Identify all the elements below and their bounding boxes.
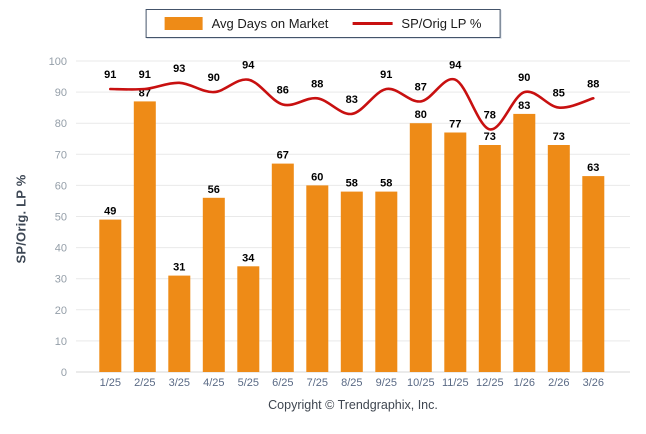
line-value-label: 88 [311, 78, 323, 90]
bar-value-label: 73 [484, 131, 496, 143]
x-tick-label: 3/26 [583, 377, 604, 389]
bar [271, 163, 294, 372]
line-value-label: 83 [346, 94, 358, 106]
y-tick-label: 90 [55, 87, 67, 99]
x-tick-label: 10/25 [407, 377, 435, 389]
legend-label-bar-series: Avg Days on Market [211, 16, 329, 31]
x-tick-label: 2/25 [134, 377, 155, 389]
line-series-marker [352, 22, 393, 25]
line-value-label: 78 [484, 109, 496, 121]
x-tick-label: 9/25 [376, 377, 397, 389]
bar-value-label: 34 [242, 252, 255, 264]
y-tick-label: 40 [55, 243, 67, 255]
sp-orig-lp-line [109, 77, 595, 131]
line-value-label: 88 [587, 78, 599, 90]
y-tick-label: 20 [55, 305, 67, 317]
bar-value-label: 49 [104, 206, 116, 218]
line-value-label: 86 [277, 85, 289, 97]
x-tick-label: 6/25 [272, 377, 293, 389]
bar [202, 197, 225, 372]
x-tick-label: 12/25 [476, 377, 504, 389]
y-tick-label: 50 [55, 212, 67, 224]
y-tick-label: 100 [49, 56, 67, 68]
bar-value-label: 80 [415, 109, 427, 121]
bar [168, 275, 191, 372]
bar [99, 219, 122, 372]
bar [409, 123, 432, 372]
bar-series-swatch [164, 17, 203, 30]
bar [133, 101, 156, 373]
bar-value-label: 83 [518, 100, 530, 112]
bar [306, 185, 329, 372]
bar [582, 176, 605, 372]
line-value-label: 94 [449, 60, 462, 72]
line-value-label: 90 [518, 72, 530, 84]
y-tick-label: 0 [61, 367, 67, 379]
x-tick-label: 3/25 [169, 377, 190, 389]
legend-label-line-series: SP/Orig LP % [401, 16, 482, 31]
bar-value-label: 73 [553, 131, 565, 143]
bar-value-label: 56 [208, 184, 220, 196]
bar-value-label: 77 [449, 119, 461, 131]
bar [237, 266, 260, 372]
x-tick-label: 1/25 [100, 377, 121, 389]
y-tick-label: 60 [55, 180, 67, 192]
bar [340, 191, 363, 372]
line-value-label: 93 [173, 63, 185, 75]
x-tick-label: 2/26 [548, 377, 569, 389]
bar-value-label: 63 [587, 162, 599, 174]
y-tick-label: 70 [55, 149, 67, 161]
line-value-label: 90 [208, 72, 220, 84]
bar [444, 132, 467, 372]
x-tick-label: 7/25 [307, 377, 328, 389]
bar [513, 113, 536, 373]
x-tick-label: 11/25 [442, 377, 469, 389]
y-tick-label: 80 [55, 118, 67, 130]
line-value-label: 91 [139, 69, 151, 81]
legend: Avg Days on Market SP/Orig LP % [145, 9, 501, 38]
bar-value-label: 67 [277, 150, 289, 162]
line-value-label: 94 [242, 60, 255, 72]
y-axis-title: SP/Orig. LP % [13, 174, 29, 264]
bar-value-label: 31 [173, 262, 185, 274]
line-value-label: 85 [553, 88, 565, 100]
bar [375, 191, 398, 372]
y-tick-label: 10 [55, 336, 67, 348]
bar-value-label: 58 [380, 178, 392, 190]
line-value-label: 91 [104, 69, 116, 81]
x-tick-label: 8/25 [341, 377, 362, 389]
line-value-label: 91 [380, 69, 392, 81]
bar-value-label: 60 [311, 171, 323, 183]
bar [478, 145, 501, 372]
bar [547, 145, 570, 372]
x-tick-label: 5/25 [238, 377, 259, 389]
x-tick-label: 4/25 [203, 377, 224, 389]
line-value-label: 87 [415, 81, 427, 93]
x-tick-label: 1/26 [514, 377, 535, 389]
y-tick-label: 30 [55, 274, 67, 286]
copyright-text: Copyright © Trendgraphix, Inc. [268, 398, 438, 412]
bar-value-label: 58 [346, 178, 358, 190]
